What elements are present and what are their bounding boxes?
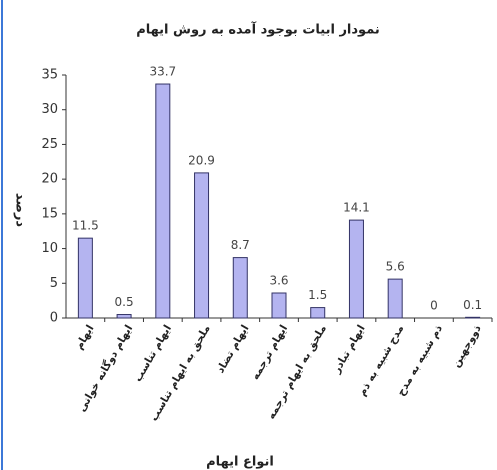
- y-tick-label: 5: [50, 276, 58, 291]
- bar: [388, 279, 402, 318]
- x-tick-label: ایهام تناسب: [132, 323, 174, 384]
- value-label: 3.6: [269, 274, 288, 288]
- bar: [156, 84, 170, 318]
- value-label: 0: [430, 299, 438, 313]
- value-label: 0.5: [115, 295, 134, 309]
- x-tick-label: ایهام تبادر: [330, 323, 368, 376]
- bar: [311, 308, 325, 318]
- y-tick-label: 20: [41, 172, 58, 187]
- x-tick-label: ایهام تضاد: [214, 323, 251, 375]
- x-tick-label: ایهام ترجمه: [249, 323, 290, 382]
- chart-title: نمودار ابیات بوجود آمده به روش ایهام: [136, 21, 380, 38]
- value-label: 33.7: [149, 65, 176, 79]
- bar: [272, 293, 286, 318]
- bar: [349, 220, 363, 318]
- value-label: 11.5: [72, 219, 99, 233]
- value-label: 8.7: [231, 238, 250, 252]
- chart: نمودار ابیات بوجود آمده به روش ایهام درص…: [0, 0, 497, 470]
- bar: [466, 317, 480, 318]
- value-label: 1.5: [308, 288, 327, 302]
- value-label: 5.6: [386, 260, 405, 274]
- x-axis-label: انواع ایهام: [206, 455, 274, 470]
- y-tick-label: 35: [41, 68, 58, 83]
- y-tick-label: 30: [41, 102, 58, 117]
- x-tick-label: ایهام: [73, 323, 96, 352]
- y-axis-label: درصد: [13, 193, 28, 228]
- y-tick-label: 0: [50, 311, 58, 326]
- bar: [233, 258, 247, 318]
- value-label: 14.1: [343, 201, 370, 215]
- value-label: 20.9: [188, 153, 215, 167]
- y-tick-label: 10: [41, 241, 58, 256]
- bar: [195, 173, 209, 318]
- bar: [78, 238, 92, 318]
- bar: [117, 315, 131, 318]
- y-tick-label: 25: [41, 137, 58, 152]
- x-tick-label: ذووجهین: [450, 322, 484, 369]
- value-label: 0.1: [463, 298, 482, 312]
- y-tick-label: 15: [41, 206, 58, 221]
